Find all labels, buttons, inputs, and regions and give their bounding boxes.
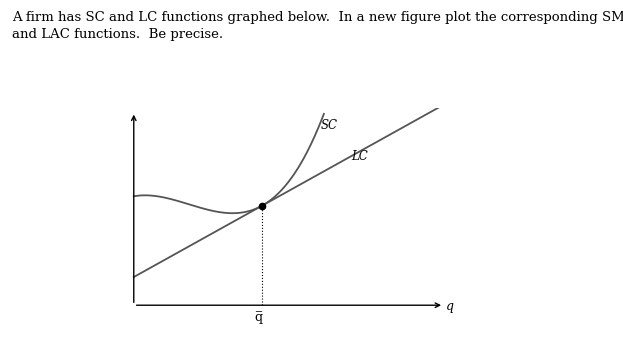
Text: q: q [445, 300, 454, 313]
Text: A firm has SC and LC functions graphed below.  In a new figure plot the correspo: A firm has SC and LC functions graphed b… [12, 11, 623, 41]
Text: SC: SC [320, 119, 337, 132]
Text: q̅: q̅ [254, 311, 263, 324]
Text: LC: LC [351, 150, 368, 163]
